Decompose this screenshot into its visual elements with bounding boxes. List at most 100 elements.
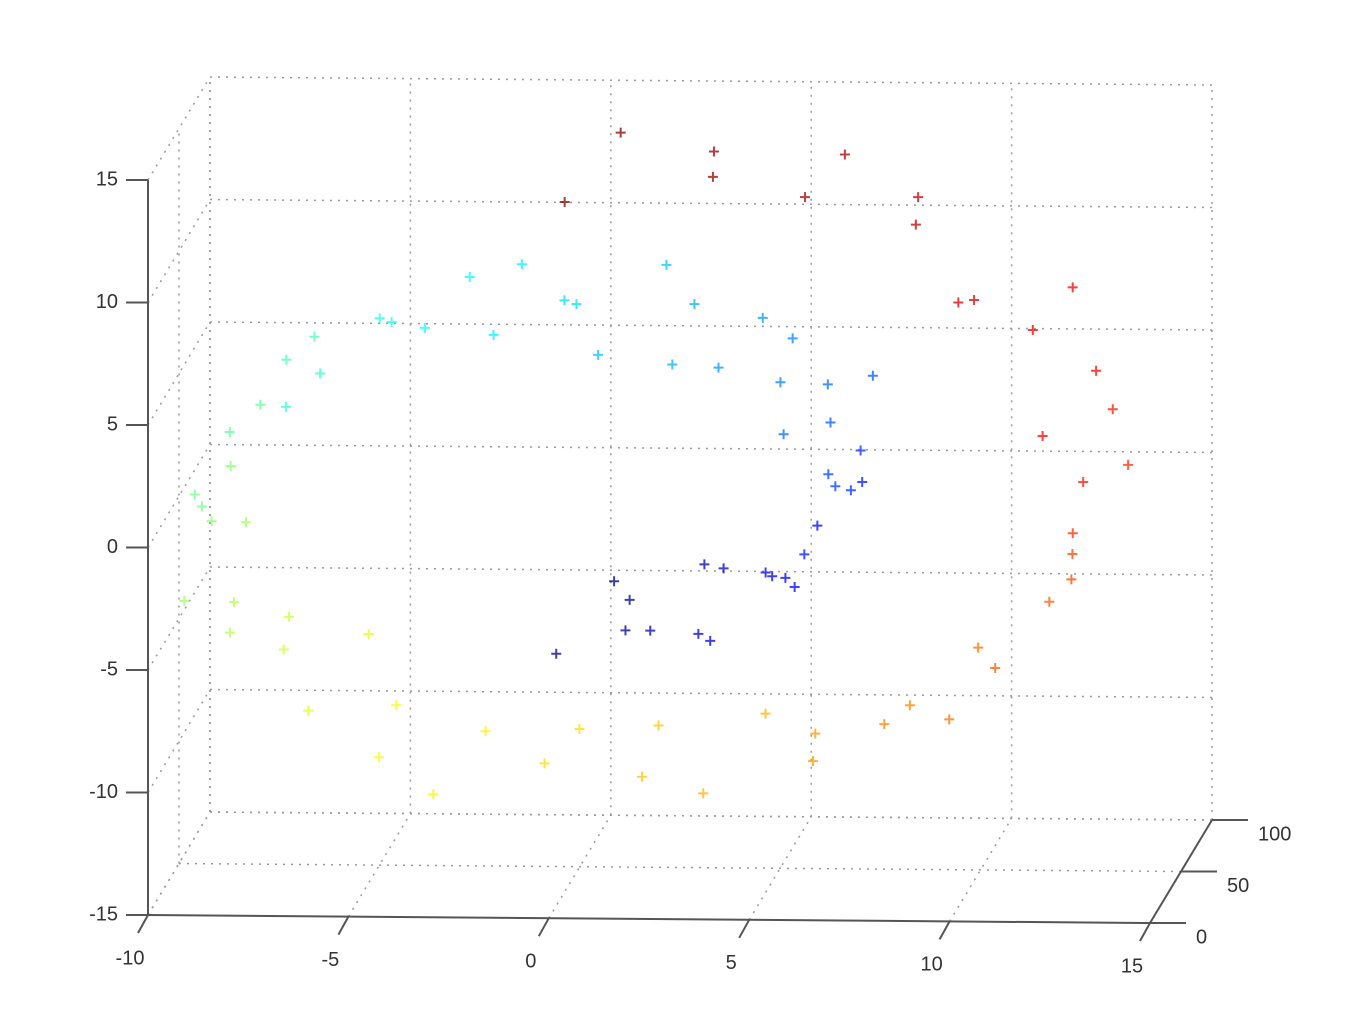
- point: [281, 354, 292, 365]
- point: [229, 597, 240, 608]
- point: [760, 708, 771, 719]
- point: [551, 648, 562, 659]
- point: [857, 476, 868, 487]
- y-tick-label: 50: [1227, 875, 1249, 897]
- point: [363, 629, 374, 640]
- point: [225, 461, 236, 472]
- point: [713, 362, 724, 373]
- point: [1123, 459, 1134, 470]
- point: [1091, 365, 1102, 376]
- grid-line: [147, 689, 211, 793]
- x-tick: [337, 916, 350, 936]
- point: [904, 700, 915, 711]
- point: [280, 401, 291, 412]
- point: [374, 313, 385, 324]
- x-tick-label: 5: [726, 952, 737, 974]
- point: [990, 663, 1001, 674]
- point: [571, 299, 582, 310]
- point: [775, 377, 786, 388]
- z-tick-label: -15: [89, 903, 118, 925]
- point: [224, 627, 235, 638]
- z-tick-label: -10: [89, 781, 118, 803]
- z-tick-label: 5: [107, 413, 118, 435]
- z-tick-label: 0: [107, 536, 118, 558]
- point: [609, 576, 620, 587]
- grid-line: [209, 688, 1213, 699]
- point: [757, 312, 768, 323]
- point: [822, 379, 833, 390]
- point: [464, 272, 475, 283]
- point: [189, 489, 200, 500]
- point: [699, 559, 710, 570]
- point: [1027, 325, 1038, 336]
- axis-line: [147, 914, 1151, 924]
- point: [1067, 528, 1078, 539]
- point: [823, 469, 834, 480]
- point: [867, 370, 878, 381]
- point: [240, 517, 251, 528]
- point: [480, 726, 491, 737]
- point: [800, 192, 811, 203]
- point: [419, 322, 430, 333]
- y-tick-label: 0: [1196, 926, 1207, 948]
- point: [196, 501, 207, 512]
- x-tick: [938, 920, 951, 940]
- point: [845, 485, 856, 496]
- point: [830, 481, 841, 492]
- x-tick-label: -5: [322, 949, 340, 971]
- point: [708, 146, 719, 157]
- point: [913, 192, 924, 203]
- x-tick-label: 0: [525, 950, 536, 972]
- point: [386, 316, 397, 327]
- point: [428, 789, 439, 800]
- point: [645, 625, 656, 636]
- z-tick-label: 10: [96, 291, 118, 313]
- point: [637, 771, 648, 782]
- grid-line: [209, 321, 1213, 331]
- point: [944, 714, 955, 725]
- point: [539, 758, 550, 769]
- point: [808, 756, 819, 767]
- point: [309, 331, 320, 342]
- point: [284, 611, 295, 622]
- x-tick: [137, 914, 149, 934]
- point: [707, 171, 718, 182]
- point: [1067, 548, 1078, 559]
- point: [653, 720, 664, 731]
- point: [1044, 596, 1055, 607]
- x-tick: [738, 919, 751, 939]
- grid-line: [209, 76, 1213, 86]
- point: [593, 349, 604, 360]
- point: [705, 635, 716, 646]
- point: [278, 644, 289, 655]
- grid-line: [178, 862, 1182, 873]
- point: [516, 259, 527, 270]
- x-tick: [1139, 922, 1151, 942]
- point: [767, 571, 778, 582]
- grid-line: [209, 811, 1213, 821]
- point: [224, 426, 235, 437]
- point: [1066, 574, 1077, 585]
- point: [574, 724, 585, 735]
- point: [661, 259, 672, 270]
- point: [825, 417, 836, 428]
- point: [1078, 477, 1089, 488]
- point: [910, 219, 921, 230]
- y-tick-label: 100: [1258, 823, 1291, 845]
- point: [839, 149, 850, 160]
- z-tick-label: -5: [100, 658, 118, 680]
- point: [787, 333, 798, 344]
- point: [1067, 282, 1078, 293]
- point: [778, 429, 789, 440]
- point: [969, 295, 980, 306]
- point: [1037, 430, 1048, 441]
- z-tick-label: 15: [96, 168, 118, 190]
- point: [315, 368, 326, 379]
- point: [789, 582, 800, 593]
- point: [855, 445, 866, 456]
- point: [698, 788, 709, 799]
- point: [559, 197, 570, 208]
- grid-line: [209, 443, 1213, 454]
- point: [488, 329, 499, 340]
